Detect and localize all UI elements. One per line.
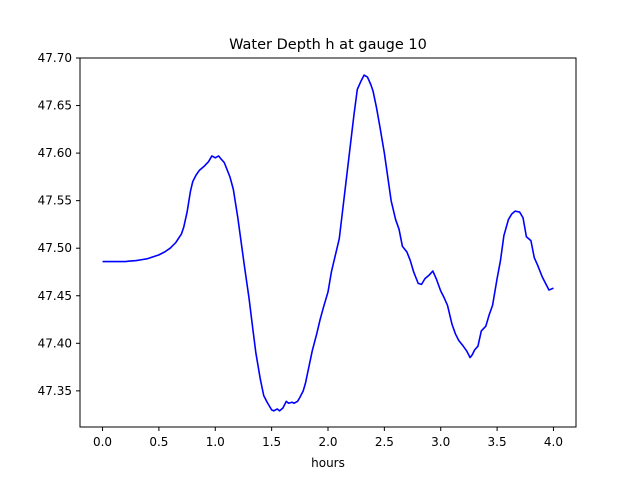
x-tick-label: 3.0 (431, 435, 450, 449)
plot-frame (79, 57, 577, 428)
x-axis-label: hours (311, 456, 345, 470)
plot-area (102, 74, 554, 412)
y-tick-label: 47.45 (38, 289, 72, 303)
y-tick-label: 47.35 (38, 384, 72, 398)
y-tick-label: 47.60 (38, 146, 72, 160)
y-tick-label: 47.50 (38, 241, 72, 255)
y-tick-label: 47.65 (38, 99, 72, 113)
x-tick-label: 2.0 (318, 435, 337, 449)
y-axis: 47.35 47.40 47.45 47.50 47.55 47.60 47.65 47.70 (38, 51, 80, 398)
chart-title: Water Depth h at gauge 10 (229, 37, 427, 53)
x-tick-label: 4.0 (544, 435, 563, 449)
x-tick-label: 1.0 (206, 435, 225, 449)
y-tick-label: 47.55 (38, 194, 72, 208)
series-line (102, 74, 554, 412)
y-tick-label: 47.70 (38, 51, 72, 65)
x-axis: 0.0 0.5 1.0 1.5 2.0 2.5 3.0 3.5 4.0 (93, 427, 563, 449)
x-tick-label: 0.5 (149, 435, 168, 449)
x-tick-label: 3.5 (488, 435, 507, 449)
x-tick-label: 2.5 (375, 435, 394, 449)
y-tick-label: 47.40 (38, 336, 72, 350)
x-tick-label: 0.0 (93, 435, 112, 449)
x-tick-label: 1.5 (262, 435, 281, 449)
